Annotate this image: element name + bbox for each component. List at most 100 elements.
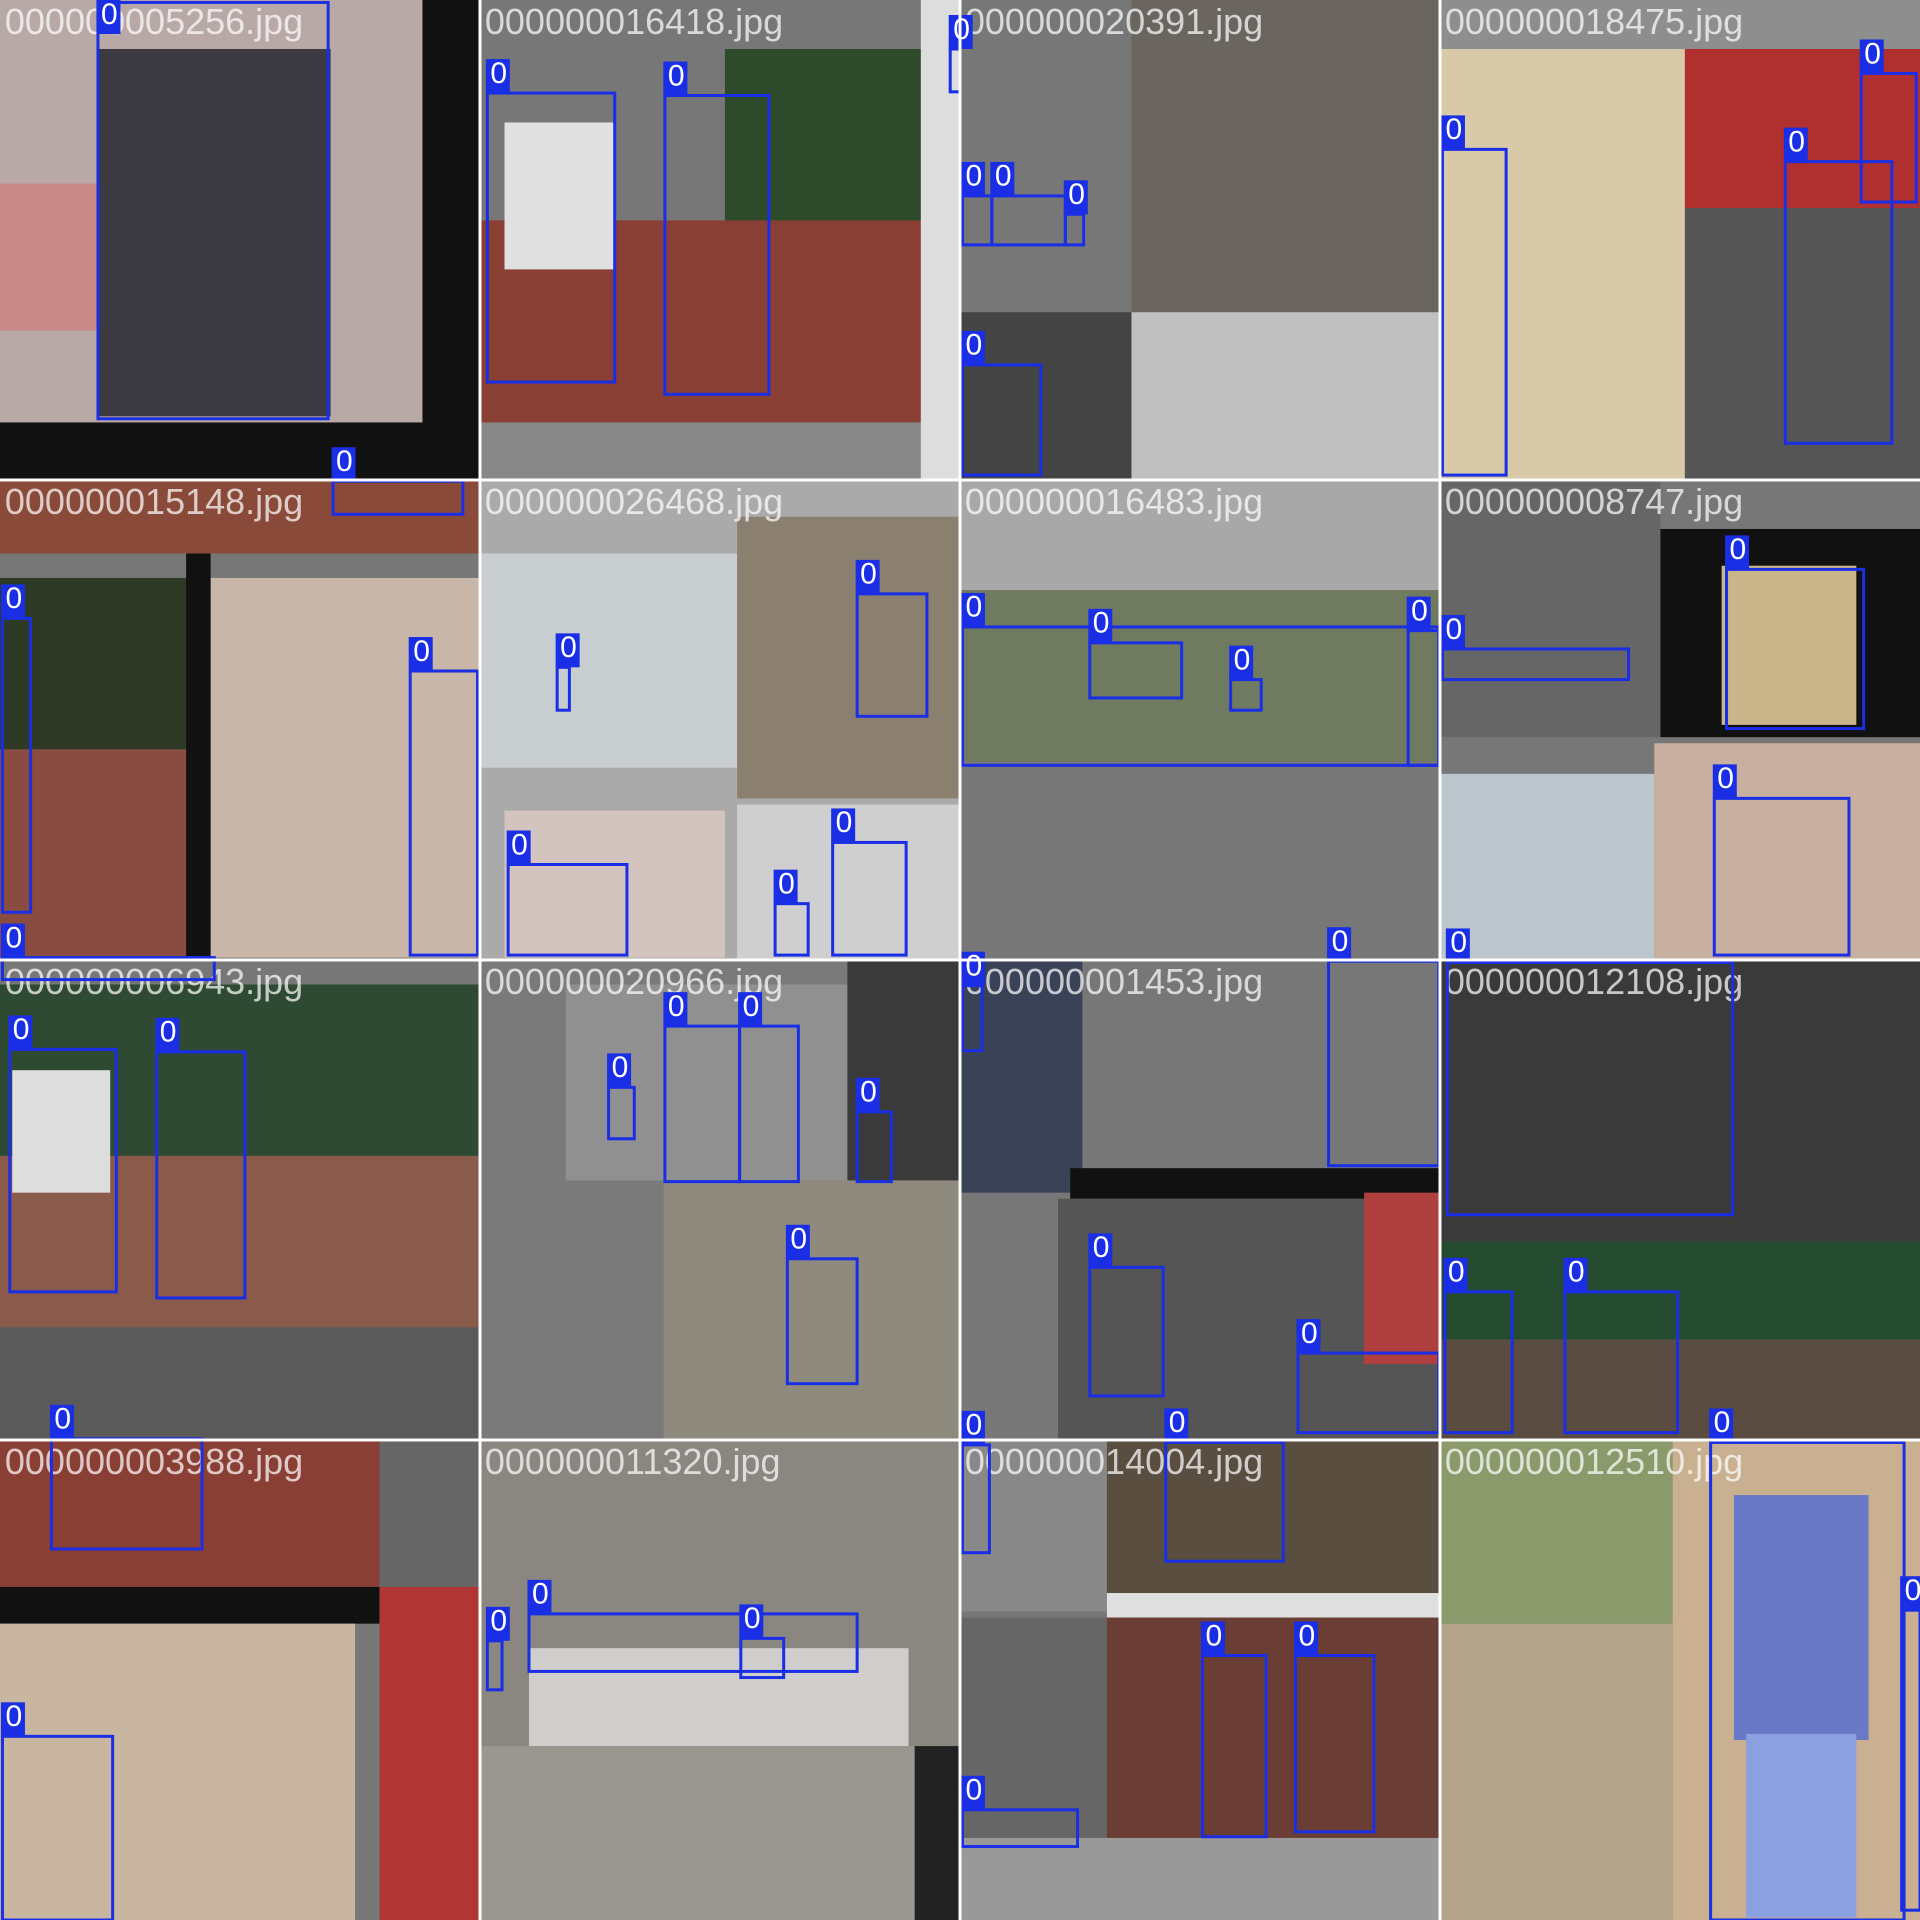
label-background: [485, 1606, 510, 1641]
bounding-box: [1440, 147, 1508, 477]
bounding-box: [1859, 71, 1918, 204]
box-label: 0: [5, 1700, 22, 1733]
image-region: [0, 1440, 380, 1587]
label-background: [1296, 1319, 1321, 1354]
box-label: 0: [54, 1403, 71, 1436]
label-background: [738, 992, 763, 1027]
label-background: [1725, 535, 1750, 570]
image-region: [480, 553, 738, 768]
filename: 000000011320.jpg: [485, 1441, 781, 1482]
bounding-box: [1443, 1290, 1514, 1435]
box-label: 0: [1205, 1619, 1222, 1652]
box-label: 0: [1450, 926, 1467, 959]
bounding-box: [1563, 1290, 1680, 1435]
box-label: 0: [1448, 1256, 1465, 1289]
bounding-box: [96, 0, 330, 421]
bounding-box: [485, 91, 617, 384]
label-background: [855, 559, 880, 594]
box-label: 0: [965, 591, 982, 624]
box-label: 0: [1093, 607, 1110, 640]
label-background: [785, 1224, 810, 1259]
filename: 000000012108.jpg: [1445, 961, 1743, 1002]
image-region: [480, 1746, 915, 1920]
label-background: [1406, 596, 1431, 631]
label-background: [1712, 764, 1737, 799]
image-region: [0, 1623, 356, 1920]
box-label: 0: [965, 950, 982, 983]
filename: 000000001453.jpg: [965, 961, 1263, 1002]
image-region: [379, 1440, 480, 1587]
image-region: [1131, 312, 1440, 480]
box-label: 0: [744, 1602, 761, 1635]
bounding-box: [0, 956, 216, 982]
box-label: 0: [1788, 125, 1805, 158]
label-background: [831, 808, 856, 843]
label-background: [960, 951, 985, 986]
bounding-box: [855, 592, 929, 718]
box-label: 0: [1093, 1231, 1110, 1264]
label-background: [527, 1579, 552, 1614]
box-label: 0: [1332, 925, 1349, 958]
box-label: 0: [1068, 178, 1085, 211]
image-region: [960, 590, 1440, 762]
bounding-box: [960, 363, 1043, 477]
image-region: [1440, 1241, 1920, 1340]
label-background: [960, 592, 985, 627]
box-label: 0: [1301, 1317, 1318, 1350]
image-region: [920, 0, 960, 480]
box-label: 0: [1411, 594, 1428, 627]
label-background: [960, 330, 985, 365]
box-label: 0: [668, 59, 685, 92]
box-label: 0: [1568, 1256, 1585, 1289]
box-label: 0: [1234, 643, 1251, 676]
bounding-box: [155, 1050, 247, 1300]
label-background: [1709, 1408, 1734, 1443]
image-region: [0, 183, 98, 331]
box-label: 0: [1445, 113, 1462, 146]
box-label: 0: [790, 1223, 807, 1256]
box-label: 0: [490, 57, 507, 90]
box-label: 0: [5, 582, 22, 615]
filename: 000000018475.jpg: [1445, 1, 1743, 42]
label-background: [1783, 127, 1808, 162]
image-region: [12, 1070, 111, 1193]
image-region: [1440, 1440, 1673, 1624]
bounding-box: [1200, 1654, 1268, 1839]
image-region: [1721, 565, 1857, 725]
filename: 000000015148.jpg: [5, 481, 303, 522]
box-label: 0: [1717, 762, 1734, 795]
label-background: [663, 61, 688, 96]
filename: 000000012510.jpg: [1445, 1441, 1743, 1482]
bounding-box: [408, 669, 480, 957]
image-region: [663, 1180, 960, 1440]
box-label: 0: [1445, 613, 1462, 646]
bounding-box: [1294, 1654, 1376, 1834]
image-region: [504, 810, 725, 958]
image-region: [0, 577, 196, 750]
image-region: [847, 960, 960, 1181]
filename: 000000003988.jpg: [5, 1441, 303, 1482]
bounding-box: [1725, 567, 1866, 731]
box-label: 0: [860, 1076, 877, 1109]
image-region: [1106, 1617, 1440, 1838]
label-background: [739, 1604, 764, 1639]
image-region: [1440, 480, 1661, 738]
bounding-box: [1088, 1265, 1165, 1398]
image-region: [737, 516, 960, 799]
image-region: [1106, 1593, 1440, 1618]
image-region: [1082, 960, 1440, 1169]
box-label: 0: [1905, 1574, 1920, 1607]
image-region: [210, 577, 480, 958]
bounding-box: [1164, 1440, 1285, 1563]
label-background: [1164, 1408, 1189, 1443]
image-region: [960, 761, 1440, 960]
image-region: [1106, 1440, 1440, 1594]
image-region: [1440, 1339, 1920, 1440]
box-label: 0: [490, 1605, 507, 1638]
box-label: 0: [160, 1016, 177, 1049]
image-region: [0, 480, 480, 554]
label-background: [1088, 608, 1113, 643]
bounding-box: [1440, 647, 1631, 682]
label-background: [773, 869, 798, 904]
